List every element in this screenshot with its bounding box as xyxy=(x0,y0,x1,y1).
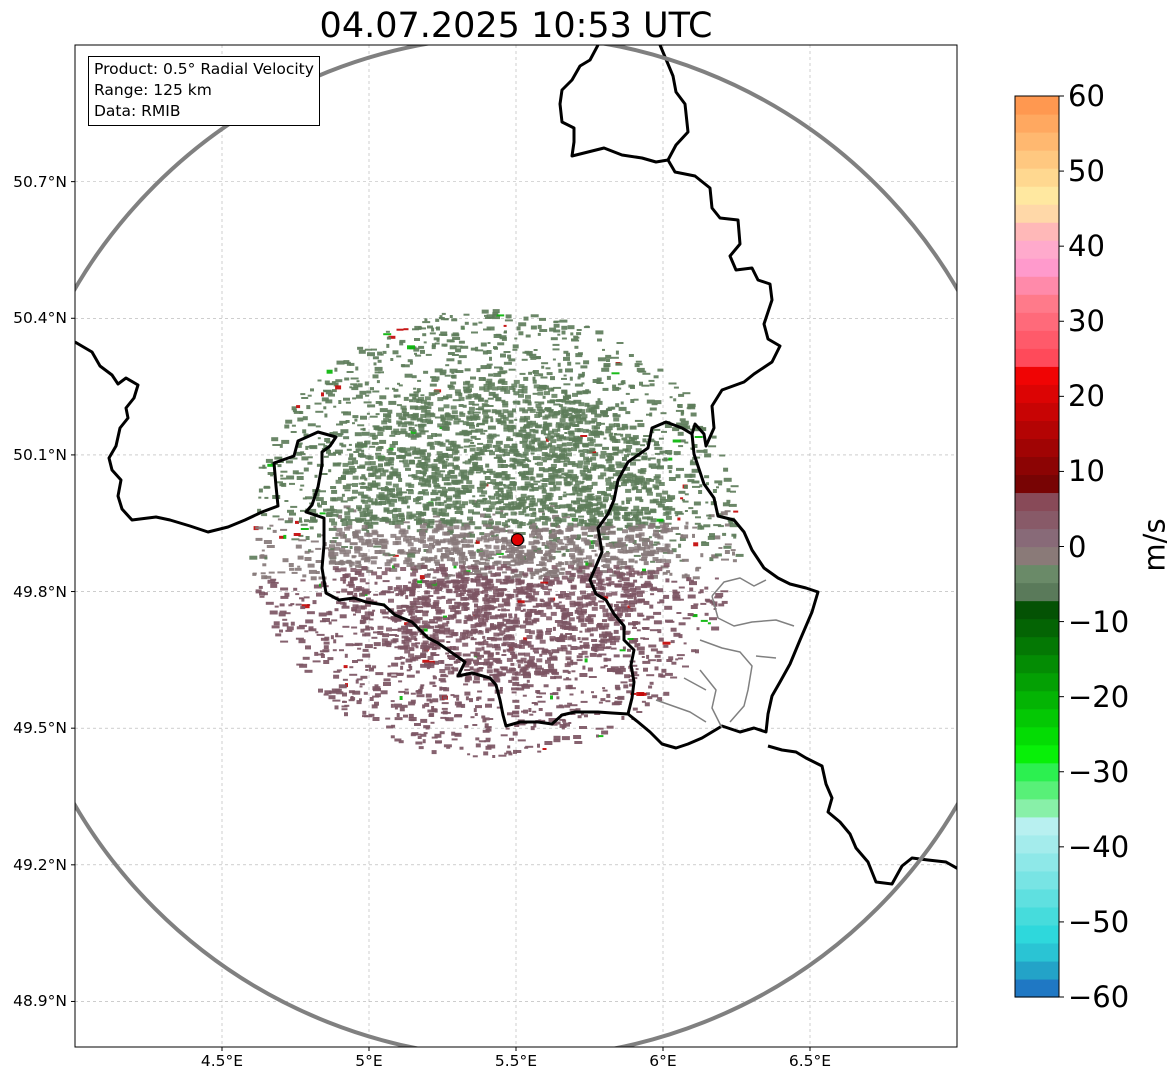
borders xyxy=(75,45,957,886)
colorbar-segment xyxy=(1015,492,1059,512)
colorbar-segment xyxy=(1015,222,1059,241)
map-area xyxy=(75,45,957,1047)
colorbar-segment xyxy=(1015,762,1059,782)
colorbar-segment xyxy=(1015,600,1059,620)
colorbar-segment xyxy=(1015,186,1059,205)
colorbar-segment xyxy=(1015,942,1059,962)
colorbar-segment xyxy=(1015,960,1059,980)
colorbar-tick-label: −30 xyxy=(1068,754,1130,789)
colorbar-segment xyxy=(1015,150,1059,169)
lon-tick-label: 4.5°E xyxy=(200,1052,244,1070)
colorbar-segment xyxy=(1015,582,1059,602)
colorbar-segment xyxy=(1015,978,1059,998)
border-germany-france-south xyxy=(767,744,957,886)
colorbar-segment xyxy=(1015,870,1059,890)
lon-tick-label: 5°E xyxy=(355,1052,383,1070)
colorbar-segment xyxy=(1015,726,1059,746)
lat-tick-label: 50.4°N xyxy=(13,309,67,328)
colorbar-segment xyxy=(1015,744,1059,764)
colorbar-tick-label: −50 xyxy=(1068,904,1130,939)
colorbar-segment xyxy=(1015,420,1059,439)
lat-tick-label: 49.8°N xyxy=(13,582,67,601)
colorbar-tick-label: 60 xyxy=(1068,79,1105,113)
colorbar-tick-label: −20 xyxy=(1068,679,1130,714)
colorbar-segment xyxy=(1015,708,1059,728)
border-luxembourg-cantons xyxy=(655,577,795,729)
colorbar-tick-label: 50 xyxy=(1068,154,1105,189)
lon-tick-label: 6.5°E xyxy=(788,1052,832,1070)
colorbar-segment xyxy=(1015,906,1059,926)
lon-tick-label: 5.5°E xyxy=(494,1052,538,1070)
colorbar-segment xyxy=(1015,618,1059,638)
colorbar-segment xyxy=(1015,690,1059,710)
colorbar-segment xyxy=(1015,888,1059,908)
lon-tick-label: 6°E xyxy=(649,1052,677,1070)
colorbar-segment xyxy=(1015,258,1059,277)
colorbar xyxy=(1014,95,1064,998)
colorbar-segment xyxy=(1015,294,1059,313)
colorbar-segment xyxy=(1015,384,1059,403)
velocity-echoes xyxy=(249,309,744,758)
border-belgium-france xyxy=(75,340,629,728)
radar-site-marker[interactable] xyxy=(510,533,525,547)
colorbar-segment xyxy=(1015,546,1059,566)
info-data-source: Data: RMIB xyxy=(94,102,181,120)
border-belgium-germany xyxy=(558,45,669,164)
colorbar-segment xyxy=(1015,528,1059,548)
colorbar-segment xyxy=(1015,510,1059,530)
colorbar-tick-label: 40 xyxy=(1068,229,1105,264)
colorbar-tick-label: 10 xyxy=(1068,454,1105,489)
colorbar-segment xyxy=(1015,114,1059,133)
colorbar-tick-label: −40 xyxy=(1068,829,1130,864)
border-belgium-luxembourg xyxy=(588,45,782,715)
colorbar-segment xyxy=(1015,312,1059,331)
colorbar-tick-label: 30 xyxy=(1068,304,1105,339)
colorbar-tick-label: 20 xyxy=(1068,379,1105,414)
colorbar-tick-label: 0 xyxy=(1068,529,1087,564)
info-product: Product: 0.5° Radial Velocity xyxy=(94,60,314,78)
colorbar-segment xyxy=(1015,816,1059,836)
lat-tick-marks xyxy=(71,181,75,1002)
colorbar-segment xyxy=(1015,798,1059,818)
colorbar-tick-label: −10 xyxy=(1068,604,1130,639)
lat-tick-label: 48.9°N xyxy=(13,992,67,1011)
lat-tick-label: 50.1°N xyxy=(13,445,67,464)
colorbar-segment xyxy=(1015,96,1059,115)
colorbar-segment xyxy=(1015,564,1059,584)
colorbar-segment xyxy=(1015,654,1059,674)
colorbar-segment xyxy=(1015,402,1059,421)
colorbar-segment xyxy=(1015,168,1059,187)
colorbar-segment xyxy=(1015,366,1059,385)
colorbar-segment xyxy=(1015,924,1059,944)
lon-tick-marks xyxy=(221,1047,811,1051)
colorbar-unit-label: m/s xyxy=(1137,518,1171,572)
colorbar-segment xyxy=(1015,474,1059,494)
colorbar-segment xyxy=(1015,330,1059,349)
info-range: Range: 125 km xyxy=(94,81,212,99)
lat-tick-label: 50.7°N xyxy=(13,172,67,191)
colorbar-segment xyxy=(1015,780,1059,800)
map-title: 04.07.2025 10:53 UTC xyxy=(319,6,713,46)
colorbar-segment xyxy=(1015,348,1059,367)
colorbar-segment xyxy=(1015,852,1059,872)
border-luxembourg-germany-france xyxy=(627,433,820,750)
colorbar-segment xyxy=(1015,636,1059,656)
colorbar-segment xyxy=(1015,438,1059,457)
colorbar-tick-label: −60 xyxy=(1068,980,1130,1014)
colorbar-segment xyxy=(1015,204,1059,223)
colorbar-segment xyxy=(1015,276,1059,295)
colorbar-segment xyxy=(1015,672,1059,692)
colorbar-segment xyxy=(1015,456,1059,476)
lat-tick-label: 49.5°N xyxy=(13,719,67,738)
colorbar-segment xyxy=(1015,834,1059,854)
lat-tick-label: 49.2°N xyxy=(13,855,67,874)
colorbar-segment xyxy=(1015,240,1059,259)
colorbar-segment xyxy=(1015,132,1059,151)
info-box: Product: 0.5° Radial Velocity Range: 125… xyxy=(88,56,320,126)
